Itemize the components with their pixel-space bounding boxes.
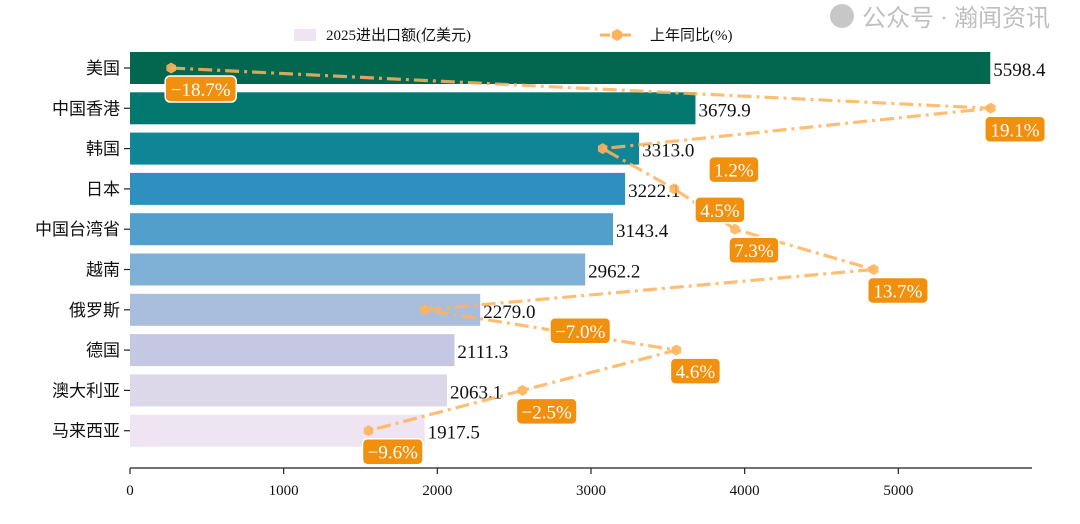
yoy-marker-9 <box>517 384 528 396</box>
bar-9 <box>130 374 448 407</box>
bar-value-label: 1917.5 <box>428 423 480 444</box>
bar-3 <box>130 132 640 165</box>
x-tick-label: 3000 <box>576 483 606 499</box>
yoy-label-1: −18.7% <box>164 75 237 103</box>
y-tick-label: 澳大利亚 <box>52 381 120 400</box>
x-tick-label: 0 <box>126 483 134 499</box>
yoy-label-5: 7.3% <box>728 236 780 264</box>
y-tick-label: 日本 <box>86 180 120 199</box>
legend-line-label: 上年同比(%) <box>650 27 733 44</box>
yoy-marker-1 <box>166 62 176 74</box>
yoy-label-box <box>515 397 578 426</box>
bar-value-label: 3313.0 <box>642 141 694 162</box>
yoy-label-10: −9.6% <box>361 437 424 466</box>
bar-5 <box>130 213 614 246</box>
yoy-label-box <box>984 115 1047 144</box>
yoy-label-box <box>549 317 612 345</box>
legend-bar-swatch <box>294 29 316 41</box>
yoy-label-text: −18.7% <box>171 80 231 101</box>
yoy-label-box <box>728 236 780 264</box>
yoy-label-text: 13.7% <box>873 282 922 303</box>
bar-4 <box>130 172 626 205</box>
yoy-label-6: 13.7% <box>866 276 929 305</box>
wechat-icon <box>830 4 854 28</box>
y-tick-label: 越南 <box>86 261 120 280</box>
bar-value-label: 3679.9 <box>698 100 750 121</box>
yoy-marker-2 <box>986 102 996 114</box>
bar-value-label: 3143.4 <box>616 221 669 242</box>
y-tick-label: 中国台湾省 <box>35 220 120 239</box>
yoy-label-box <box>708 155 760 184</box>
yoy-label-3: 1.2% <box>708 155 760 184</box>
bar-value-label: 3222.1 <box>628 181 680 202</box>
yoy-marker-10 <box>363 425 374 437</box>
yoy-label-box <box>164 75 237 103</box>
bar-6 <box>130 253 586 286</box>
yoy-label-box <box>694 196 746 224</box>
yoy-label-text: 1.2% <box>714 161 754 182</box>
bar-8 <box>130 334 455 367</box>
yoy-label-text: 7.3% <box>734 241 774 262</box>
yoy-label-box <box>361 437 424 466</box>
y-tick-label: 马来西亚 <box>52 422 120 441</box>
legend-bar-label: 2025进出口额(亿美元) <box>326 27 471 44</box>
y-tick-label: 中国香港 <box>52 99 120 118</box>
bar-1 <box>130 52 991 84</box>
bar-value-label: 2279.0 <box>483 302 535 323</box>
bar-value-label: 5598.4 <box>993 60 1046 81</box>
yoy-label-7: −7.0% <box>549 317 612 345</box>
bar-value-label: 2962.2 <box>588 262 640 283</box>
y-tick-label: 德国 <box>86 341 120 360</box>
yoy-marker-3 <box>597 143 608 155</box>
yoy-label-text: 19.1% <box>991 120 1040 141</box>
x-tick-label: 5000 <box>883 483 913 499</box>
watermark-text: 公众号 · 瀚闻资讯 <box>862 5 1050 32</box>
yoy-label-box <box>669 357 722 385</box>
y-tick-label: 俄罗斯 <box>69 301 120 320</box>
y-tick-label: 韩国 <box>86 140 120 159</box>
yoy-label-text: −7.0% <box>555 322 605 343</box>
yoy-label-2: 19.1% <box>984 115 1047 144</box>
x-tick-label: 1000 <box>269 483 299 499</box>
bar-value-label: 2063.1 <box>450 382 502 403</box>
yoy-label-9: −2.5% <box>515 397 578 426</box>
watermark: 公众号 · 瀚闻资讯 <box>830 4 1050 32</box>
legend-line-marker <box>611 29 623 41</box>
yoy-marker-5 <box>730 223 740 235</box>
yoy-marker-6 <box>869 264 879 275</box>
bar-value-label: 2111.3 <box>457 342 508 363</box>
x-tick-label: 4000 <box>730 483 760 499</box>
yoy-label-text: −2.5% <box>522 402 572 423</box>
yoy-label-box <box>866 276 929 305</box>
yoy-label-4: 4.5% <box>694 196 746 224</box>
yoy-marker-7 <box>420 304 430 316</box>
y-tick-label: 美国 <box>86 59 120 78</box>
x-tick-label: 2000 <box>422 483 452 499</box>
yoy-label-text: −9.6% <box>368 443 418 464</box>
yoy-label-8: 4.6% <box>669 357 722 385</box>
yoy-label-text: 4.5% <box>700 201 740 222</box>
yoy-line <box>171 66 991 433</box>
yoy-marker-8 <box>671 344 682 356</box>
yoy-label-text: 4.6% <box>676 362 716 383</box>
yoy-marker-4 <box>669 183 679 195</box>
